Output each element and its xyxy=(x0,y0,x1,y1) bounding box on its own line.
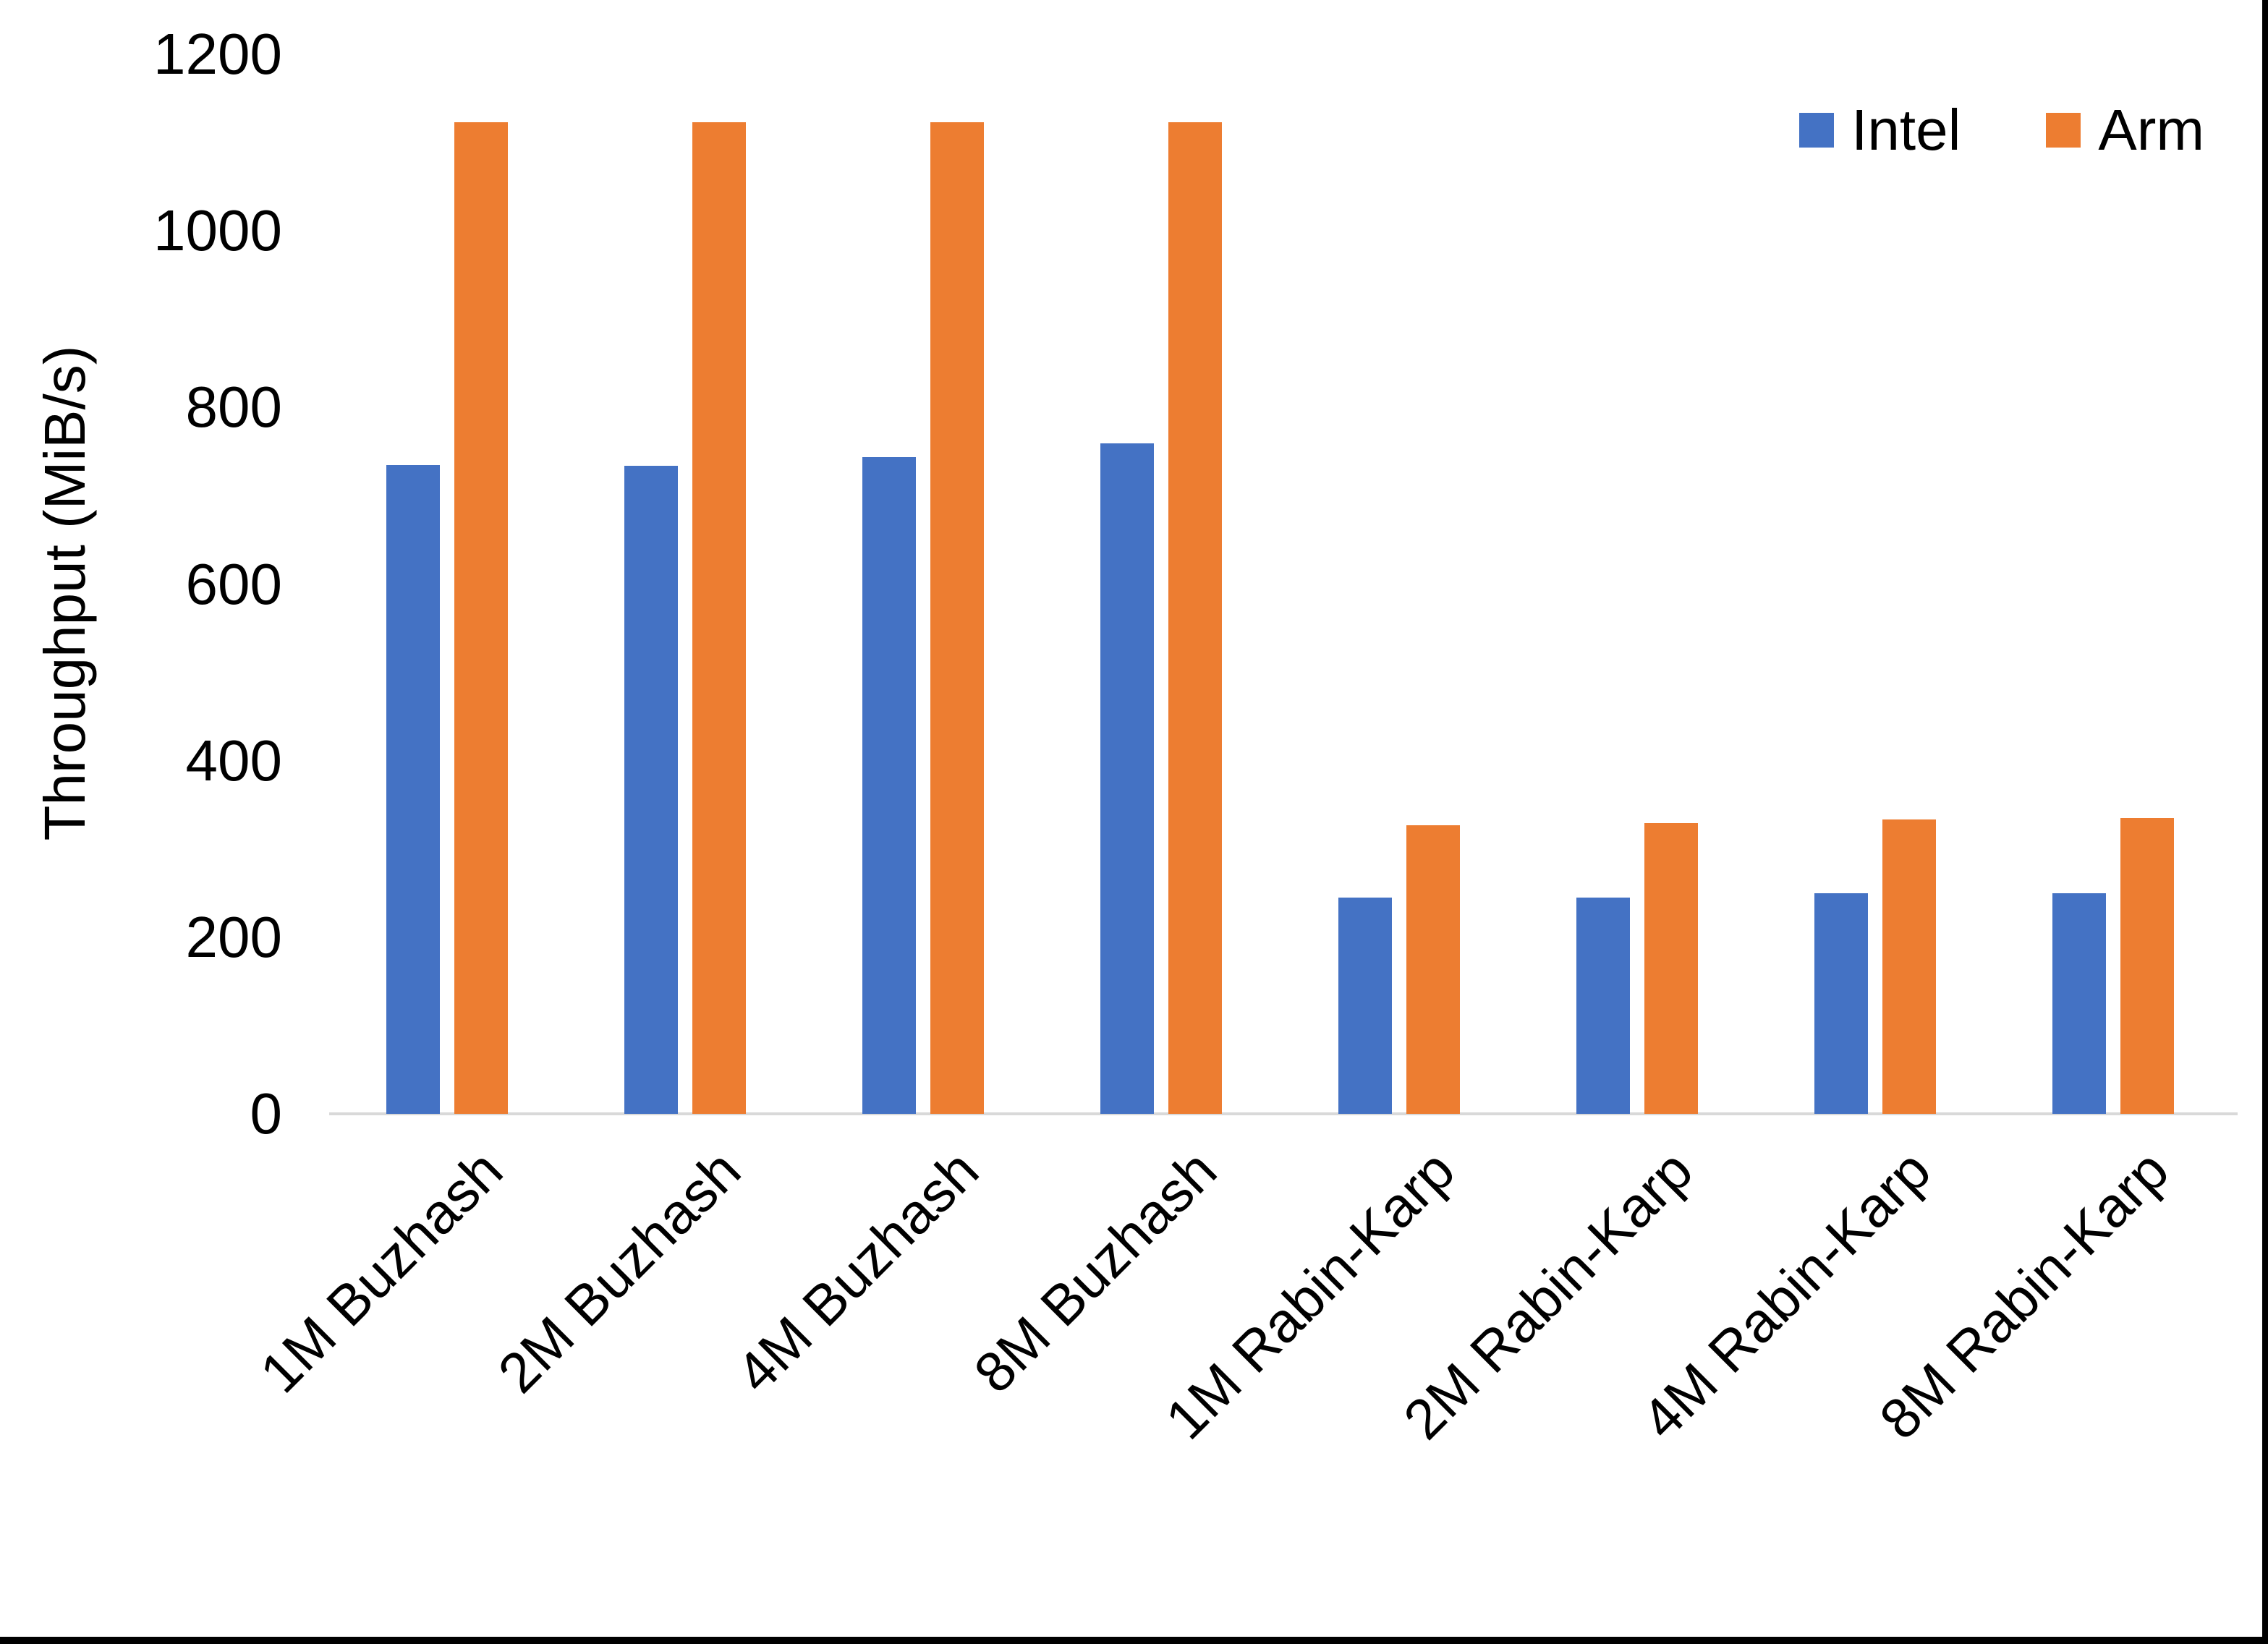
legend-item-intel: Intel xyxy=(1799,94,1961,166)
y-tick-label-1200: 1200 xyxy=(153,22,282,86)
bar-arm-8m-buzhash xyxy=(1168,122,1222,1114)
bar-intel-1m-rabin-karp xyxy=(1338,898,1392,1114)
y-tick-label-800: 800 xyxy=(185,375,282,440)
bar-arm-2m-buzhash xyxy=(692,122,746,1114)
x-category-label-8m-buzhash: 8M Buzhash xyxy=(961,1138,1229,1405)
bar-intel-8m-buzhash xyxy=(1100,443,1154,1114)
arm-series-swatch-icon xyxy=(2046,113,2081,148)
y-tick-label-400: 400 xyxy=(185,728,282,793)
y-tick-label-0: 0 xyxy=(250,1081,283,1146)
bar-arm-1m-buzhash xyxy=(454,122,508,1114)
bar-arm-8m-rabin-karp xyxy=(2120,818,2174,1114)
window-border-bottom xyxy=(0,1637,2268,1644)
legend: Intel Arm xyxy=(1799,94,2204,166)
bar-arm-2m-rabin-karp xyxy=(1644,823,1698,1114)
bar-intel-8m-rabin-karp xyxy=(2052,893,2106,1114)
window-border-right xyxy=(2262,0,2268,1644)
bar-arm-1m-rabin-karp xyxy=(1406,825,1460,1114)
x-category-label-4m-buzhash: 4M Buzhash xyxy=(723,1138,991,1405)
legend-label-arm: Arm xyxy=(2098,98,2204,162)
bar-arm-4m-rabin-karp xyxy=(1882,819,1936,1114)
bar-intel-4m-buzhash xyxy=(862,457,916,1114)
bar-intel-2m-buzhash xyxy=(624,466,678,1114)
legend-item-arm: Arm xyxy=(2046,94,2204,166)
x-category-label-1m-buzhash: 1M Buzhash xyxy=(247,1138,515,1405)
intel-series-swatch-icon xyxy=(1799,113,1835,148)
bar-intel-4m-rabin-karp xyxy=(1814,893,1868,1114)
bar-intel-1m-buzhash xyxy=(386,465,440,1114)
legend-label-intel: Intel xyxy=(1851,98,1961,162)
bar-arm-4m-buzhash xyxy=(930,122,984,1114)
x-category-label-2m-buzhash: 2M Buzhash xyxy=(485,1138,753,1405)
y-tick-label-200: 200 xyxy=(185,904,282,969)
bar-intel-2m-rabin-karp xyxy=(1576,898,1630,1114)
y-tick-label-600: 600 xyxy=(185,551,282,616)
x-axis-line xyxy=(329,1112,2238,1115)
y-tick-label-1000: 1000 xyxy=(153,198,282,263)
